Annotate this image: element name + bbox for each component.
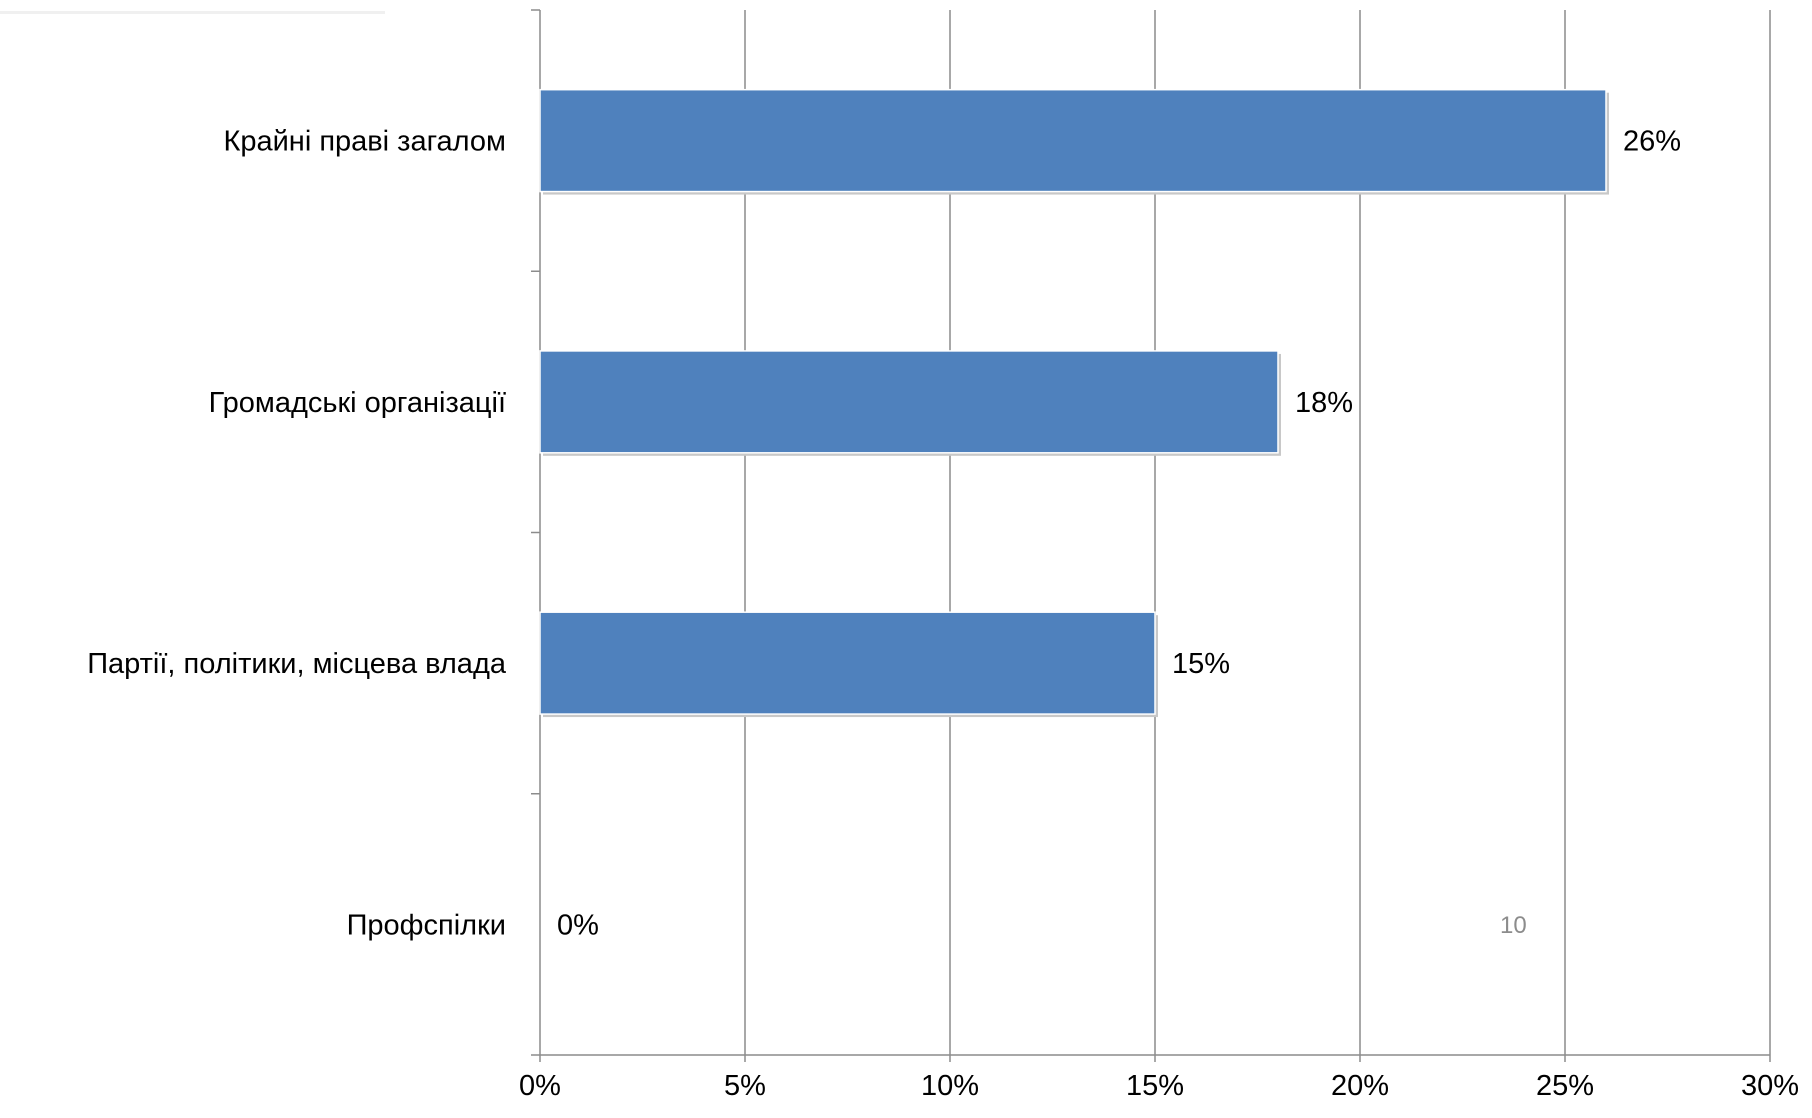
x-tick-label: 30% — [1741, 1070, 1799, 1102]
x-tick-label: 0% — [519, 1070, 561, 1102]
x-tick-label: 20% — [1331, 1070, 1389, 1102]
category-label: Крайні праві загалом — [223, 126, 506, 158]
data-label: 26% — [1623, 126, 1681, 158]
data-label: 15% — [1172, 648, 1230, 680]
data-label: 18% — [1295, 387, 1353, 419]
top-rule — [0, 11, 385, 14]
category-label: Партії, політики, місцева влада — [87, 648, 507, 680]
x-tick-label: 15% — [1126, 1070, 1184, 1102]
x-tick-label: 10% — [921, 1070, 979, 1102]
bar — [539, 88, 1607, 193]
category-label: Профспілки — [347, 909, 506, 941]
bar — [539, 611, 1156, 715]
slide-number: 10 — [1500, 912, 1527, 939]
x-tick-label: 25% — [1536, 1070, 1594, 1102]
data-label: 0% — [557, 909, 599, 941]
category-label: Громадські організації — [209, 387, 506, 419]
x-tick-label: 5% — [724, 1070, 766, 1102]
bar — [539, 350, 1279, 454]
